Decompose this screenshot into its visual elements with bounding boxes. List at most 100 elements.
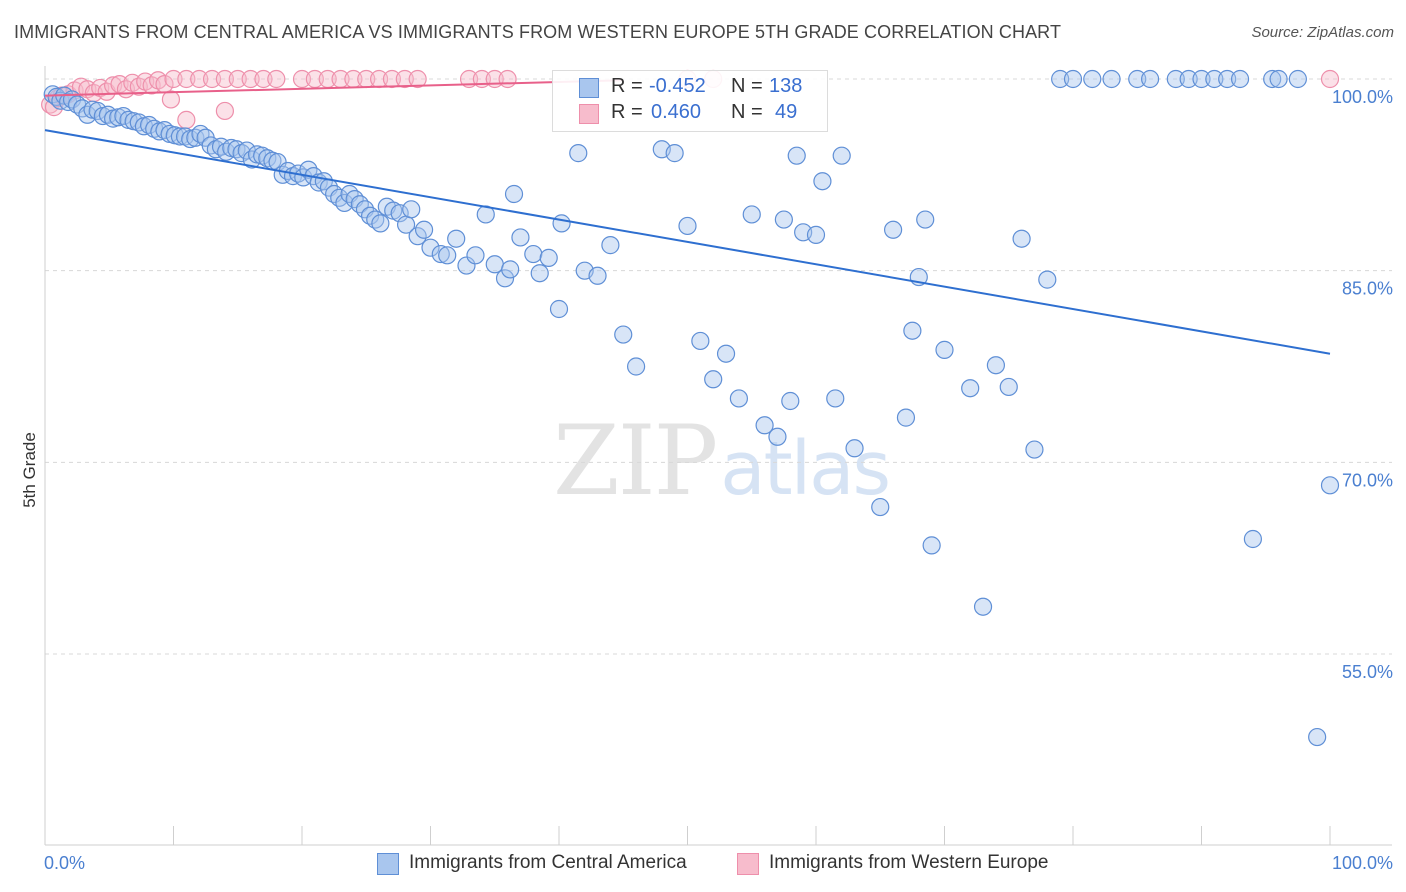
data-point-central-america	[402, 200, 421, 219]
data-point-western-europe	[215, 69, 234, 89]
axes	[44, 66, 1392, 846]
data-point-central-america	[431, 244, 450, 264]
data-point-western-europe	[161, 90, 181, 109]
data-point-central-america	[774, 210, 793, 229]
data-point-central-america	[1025, 440, 1044, 459]
data-point-central-america	[414, 220, 434, 239]
data-point-central-america	[1243, 529, 1263, 549]
tick-labels: 100.0% 85.0% 70.0% 55.0% 0.0% 100.0%	[44, 87, 1393, 873]
data-point-western-europe	[228, 69, 247, 89]
data-point-central-america	[457, 256, 476, 275]
data-point-central-america	[447, 229, 466, 248]
data-point-central-america	[614, 325, 633, 344]
data-point-central-america	[916, 210, 935, 229]
data-point-western-europe	[1320, 69, 1340, 89]
data-point-central-america	[88, 101, 107, 121]
legend-r-value: -0.452	[649, 75, 706, 97]
data-point-central-america	[999, 377, 1018, 397]
data-point-central-america	[350, 195, 369, 214]
data-point-central-america	[691, 331, 710, 351]
data-point-central-america	[1192, 69, 1211, 89]
data-point-central-america	[253, 146, 272, 165]
data-point-western-europe	[408, 69, 427, 89]
bottom-legend-label: Immigrants from Western Europe	[769, 852, 1049, 873]
data-point-central-america	[1288, 69, 1307, 89]
bottom-legend-label: Immigrants from Central America	[409, 852, 687, 873]
data-point-central-america	[787, 146, 806, 165]
data-point-central-america	[716, 344, 736, 363]
legend-r-value: 0.460	[651, 101, 702, 123]
data-point-central-america	[421, 238, 440, 257]
data-point-central-america	[781, 391, 800, 411]
data-point-central-america	[1140, 69, 1160, 89]
data-point-central-america	[1012, 229, 1031, 248]
data-point-central-america	[665, 144, 684, 163]
bottom-legend-swatch-blue	[377, 853, 399, 875]
data-point-western-europe	[395, 69, 414, 89]
series-western-europe-points	[41, 69, 1340, 129]
legend-swatch-blue	[579, 78, 599, 98]
data-point-central-america	[524, 244, 543, 264]
y-tick-label: 70.0%	[1342, 470, 1393, 490]
trend-lines	[44, 79, 1331, 355]
data-point-central-america	[601, 236, 620, 255]
data-point-central-america	[755, 416, 774, 435]
data-point-central-america	[896, 408, 916, 427]
correlation-legend: R = -0.452 N = 138 R = 0.460 N = 49	[552, 70, 828, 132]
watermark: ZIPatlas	[553, 405, 891, 517]
data-point-central-america	[813, 172, 832, 191]
data-point-central-america	[588, 266, 607, 285]
y-tick-label: 100.0%	[1332, 87, 1393, 107]
data-point-central-america	[1263, 69, 1282, 89]
data-point-western-europe	[202, 69, 222, 89]
data-point-central-america	[973, 597, 993, 616]
data-point-central-america	[1218, 69, 1237, 89]
data-point-central-america	[511, 228, 530, 247]
data-point-central-america	[485, 255, 504, 274]
watermark-atlas: atlas	[720, 426, 891, 512]
data-point-western-europe	[382, 69, 402, 89]
legend-r-label: R =	[611, 101, 643, 123]
legend-r-label: R =	[611, 75, 643, 97]
data-point-central-america	[871, 497, 890, 517]
data-point-central-america	[1128, 69, 1147, 89]
data-point-western-europe	[164, 69, 183, 89]
data-point-western-europe	[177, 69, 196, 89]
legend-row-western-europe: R = 0.460 N = 49	[553, 101, 827, 127]
data-point-central-america	[1230, 69, 1250, 89]
data-point-western-europe	[459, 69, 479, 89]
legend-n-label: N =	[731, 101, 763, 123]
data-point-central-america	[371, 214, 390, 233]
data-point-central-america	[232, 144, 251, 163]
legend-n-value: 138	[769, 75, 803, 97]
y-axis-title: 5th Grade	[20, 432, 39, 508]
data-point-western-europe	[254, 69, 273, 89]
data-point-central-america	[986, 356, 1006, 375]
data-point-central-america	[438, 246, 457, 265]
data-point-central-america	[922, 536, 941, 555]
data-point-central-america	[806, 225, 826, 244]
data-point-western-europe	[241, 69, 260, 89]
data-point-western-europe	[498, 69, 517, 89]
data-point-central-america	[1320, 476, 1340, 495]
data-point-central-america	[1179, 69, 1198, 89]
data-point-central-america	[961, 379, 980, 398]
y-tick-label: 55.0%	[1342, 662, 1393, 682]
source-label[interactable]: Source: ZipAtlas.com	[1251, 24, 1394, 41]
data-point-central-america	[504, 184, 524, 204]
chart-title: IMMIGRANTS FROM CENTRAL AMERICA VS IMMIG…	[14, 22, 1062, 42]
data-point-western-europe	[190, 69, 209, 89]
data-point-western-europe	[215, 101, 234, 121]
data-point-central-america	[832, 146, 851, 165]
data-point-central-america	[935, 340, 954, 359]
data-point-central-america	[501, 260, 520, 279]
data-point-central-america	[1205, 69, 1224, 89]
trend-line-western-europe	[44, 79, 624, 97]
data-point-central-america	[466, 246, 485, 265]
data-point-central-america	[729, 389, 749, 408]
data-point-central-america	[742, 205, 761, 224]
data-point-central-america	[1063, 69, 1083, 89]
legend-swatch-pink	[579, 104, 599, 124]
data-point-central-america	[569, 144, 588, 163]
